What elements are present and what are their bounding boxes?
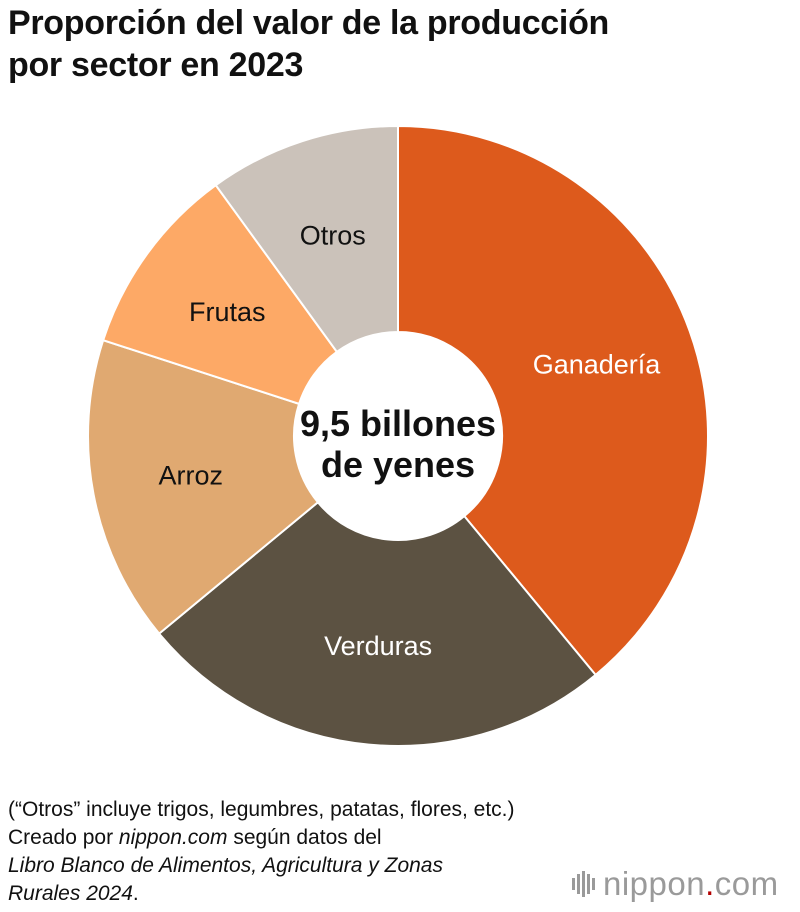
title-line-1: Proporción del valor de la producción [8, 4, 610, 42]
center-label: 9,5 billones de yenes [300, 403, 496, 485]
logo-text: nippon.com [603, 865, 779, 903]
slice-labels: Ganadería Verduras Arroz Frutas Otros [158, 220, 661, 661]
slice-label-verduras: Verduras [324, 631, 432, 661]
note-line-4-post: . [132, 882, 139, 905]
slice-frutas [101, 183, 339, 406]
slice-label-otros: Otros [300, 220, 366, 250]
chart-title: Proporción del valor de la producción po… [8, 2, 788, 86]
pie-slices [87, 124, 709, 747]
note-line-2: Creado por nippon.com según datos del [8, 824, 608, 852]
note-line-2-site: nippon.com [118, 826, 228, 849]
note-line-1: (“Otros” incluye trigos, legumbres, pata… [8, 798, 515, 821]
logo-suffix: com [714, 865, 779, 902]
slice-label-arroz: Arroz [158, 461, 223, 491]
center-label-line-2: de yenes [321, 444, 475, 485]
note-line-3-source: Libro Blanco de Alimentos, Agricultura y… [8, 854, 443, 877]
note-line-4-source: Rurales 2024 [8, 882, 133, 905]
note-line-2-pre: Creado por [8, 826, 119, 849]
logo-dot: . [705, 865, 715, 902]
logo-bars-icon [572, 871, 597, 897]
center-label-line-1: 9,5 billones [300, 403, 496, 444]
logo-main: nippon [603, 865, 706, 902]
note-line-2-post: según datos del [227, 826, 382, 849]
nippon-logo: nippon.com [572, 864, 779, 904]
slice-otros [214, 124, 399, 354]
note-line-3: Libro Blanco de Alimentos, Agricultura y… [8, 852, 608, 880]
slice-verduras [157, 500, 598, 747]
slice-label-ganaderia: Ganadería [533, 350, 662, 380]
slice-label-frutas: Frutas [189, 297, 266, 327]
title-line-2: por sector en 2023 [8, 46, 304, 84]
source-notes: (“Otros” incluye trigos, legumbres, pata… [8, 796, 608, 908]
note-line-4: Rurales 2024. [8, 880, 608, 908]
slice-ganaderia [397, 124, 709, 677]
slice-arroz [87, 338, 320, 636]
